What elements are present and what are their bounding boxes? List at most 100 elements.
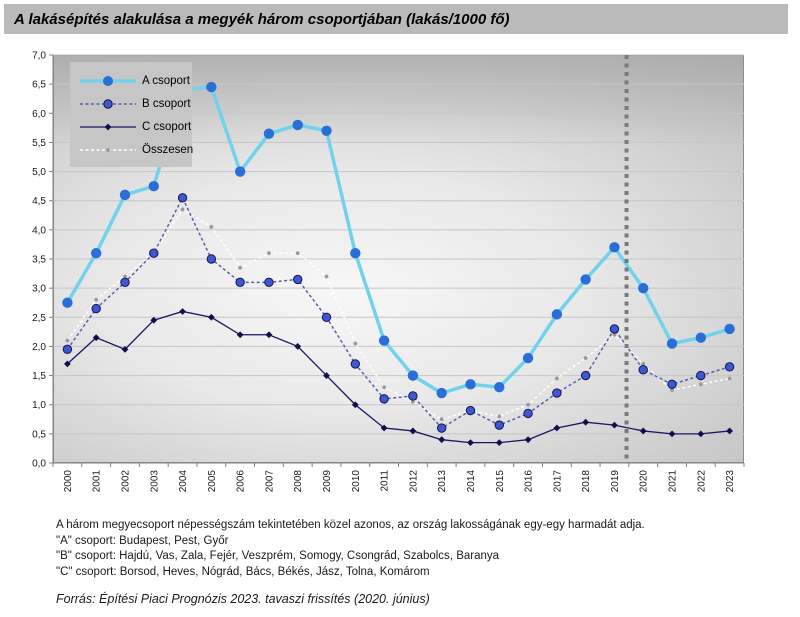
data-point — [234, 166, 246, 177]
data-point — [698, 382, 703, 387]
data-point — [695, 332, 707, 343]
data-point — [467, 439, 474, 446]
data-point — [179, 308, 186, 315]
data-point — [206, 254, 217, 264]
data-point — [350, 247, 361, 259]
data-point — [494, 420, 504, 430]
y-tick-label: 6,0 — [32, 109, 46, 120]
data-point — [236, 331, 244, 339]
data-point — [264, 277, 274, 288]
data-point — [436, 423, 447, 433]
data-point — [495, 439, 503, 446]
data-point — [465, 379, 476, 390]
data-point — [94, 297, 99, 302]
data-point — [293, 274, 303, 285]
data-point — [522, 352, 534, 364]
data-point — [580, 274, 591, 285]
series-c-csoport — [64, 308, 733, 446]
data-point — [524, 436, 532, 444]
x-tick-label: 2010 — [351, 470, 362, 493]
y-tick-label: 6,5 — [32, 80, 46, 91]
data-point — [611, 421, 618, 429]
y-tick-label: 2,0 — [32, 342, 46, 353]
chart-legend: A csoport B csoport C csoport Összesen — [70, 62, 193, 167]
y-tick-label: 0,5 — [32, 429, 46, 440]
y-tick-label: 1,5 — [32, 371, 46, 382]
data-point — [582, 418, 590, 426]
legend-label: C csoport — [142, 120, 192, 133]
data-point — [206, 81, 217, 93]
data-point — [119, 189, 131, 201]
data-point — [62, 344, 73, 355]
data-point — [149, 248, 159, 258]
data-point — [551, 309, 563, 320]
data-point — [668, 430, 676, 438]
data-point — [724, 323, 735, 335]
data-point — [90, 247, 102, 259]
x-tick-label: 2002 — [120, 470, 131, 493]
data-point — [439, 417, 444, 422]
y-tick-label: 4,0 — [32, 225, 46, 236]
data-point — [436, 387, 447, 399]
data-point — [321, 125, 332, 136]
x-tick-label: 2004 — [178, 470, 189, 493]
data-point — [410, 399, 415, 404]
data-point — [378, 335, 390, 346]
data-point — [382, 385, 387, 390]
chart-title: A lakásépítés alakulása a megyék három c… — [14, 10, 510, 28]
data-point — [727, 376, 732, 381]
data-point — [526, 402, 530, 407]
y-tick-label: 1,0 — [32, 400, 46, 411]
data-point — [409, 427, 417, 435]
data-point — [294, 343, 302, 350]
data-point — [65, 338, 70, 343]
y-tick-label: 4,5 — [32, 196, 46, 207]
x-tick-label: 2015 — [495, 470, 506, 493]
y-tick-label: 3,5 — [32, 255, 46, 266]
data-point — [638, 365, 648, 375]
legend-label: B csoport — [142, 97, 191, 110]
data-point — [554, 376, 559, 381]
data-point — [697, 430, 705, 438]
data-point — [92, 334, 100, 342]
data-point — [148, 180, 159, 192]
series-line — [66, 196, 730, 429]
data-point — [353, 341, 358, 346]
x-tick-label: 2023 — [725, 470, 736, 493]
data-point — [641, 362, 646, 366]
data-point — [180, 207, 185, 212]
x-tick-label: 2000 — [63, 470, 74, 493]
data-point — [465, 405, 476, 416]
data-point — [177, 193, 188, 203]
data-point — [379, 394, 389, 404]
y-tick-label: 2,5 — [32, 313, 46, 324]
legend-item-c-csoport: C csoport — [78, 115, 191, 138]
data-point — [407, 370, 419, 381]
x-tick-label: 2014 — [466, 470, 477, 493]
data-point — [523, 408, 533, 419]
y-tick-label: 5,0 — [32, 167, 46, 178]
data-point — [64, 360, 71, 368]
data-point — [295, 251, 300, 256]
data-point — [666, 338, 678, 349]
data-point — [263, 128, 275, 139]
chart-footnotes: A három megyecsoport népességszám tekint… — [56, 518, 756, 606]
data-point — [726, 427, 733, 435]
x-tick-label: 2003 — [149, 470, 160, 493]
data-point — [553, 424, 561, 432]
y-tick-label: 7,0 — [32, 51, 46, 62]
data-point — [438, 436, 446, 444]
data-point — [265, 331, 273, 339]
data-point — [667, 379, 677, 390]
y-tick-label: 5,5 — [32, 138, 46, 149]
data-point — [324, 274, 329, 279]
data-point — [235, 277, 245, 288]
x-tick-label: 2013 — [437, 470, 448, 493]
x-tick-label: 2006 — [236, 470, 247, 493]
y-tick-label: 3,0 — [32, 284, 46, 295]
data-point — [609, 242, 620, 253]
x-tick-label: 2021 — [668, 470, 679, 493]
x-tick-label: 2009 — [322, 470, 333, 493]
x-tick-label: 2005 — [207, 470, 218, 493]
